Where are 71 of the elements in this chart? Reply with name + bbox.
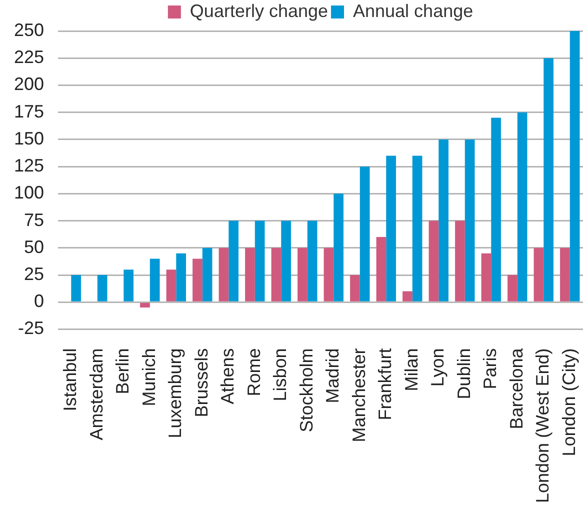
bar <box>202 248 212 302</box>
bar <box>271 248 282 302</box>
bar <box>166 270 176 302</box>
bar <box>245 248 255 302</box>
bar <box>544 58 554 302</box>
bar <box>334 194 344 302</box>
bar <box>428 220 439 302</box>
bar <box>464 139 475 302</box>
y-tick-label: 75 <box>24 210 44 230</box>
x-tick-label: Amsterdam <box>86 348 106 440</box>
bar <box>376 237 386 302</box>
bar <box>455 220 465 302</box>
y-tick-label: 125 <box>14 156 44 176</box>
bar <box>254 220 265 302</box>
bar <box>176 253 186 302</box>
x-tick-label: Stockholm <box>296 348 316 432</box>
bar <box>517 112 528 302</box>
bar <box>360 166 370 302</box>
x-tick-label: Luxemburg <box>165 348 186 438</box>
bar <box>150 258 160 302</box>
y-tick-label: 250 <box>14 20 44 40</box>
bar <box>97 275 108 302</box>
bar <box>71 275 81 302</box>
x-tick-label: Lyon <box>428 348 448 387</box>
y-tick-label: 25 <box>24 264 44 284</box>
bar <box>218 248 229 302</box>
y-tick-label: 0 <box>34 291 44 312</box>
bar <box>324 248 334 302</box>
x-tick-label: Paris <box>480 348 500 390</box>
x-tick-label: Madrid <box>322 348 343 404</box>
bar <box>298 248 308 302</box>
x-tick-label: Milan <box>401 348 422 392</box>
y-tick-label: 100 <box>14 182 44 203</box>
y-tick-label: 200 <box>14 74 44 94</box>
bar <box>140 302 150 308</box>
y-tick-label: 50 <box>24 236 44 257</box>
y-tick-label: 225 <box>14 47 44 68</box>
x-tick-label: Barcelona <box>506 347 526 430</box>
bar <box>350 275 360 302</box>
bar <box>481 253 492 302</box>
x-tick-label: Istanbul <box>60 348 80 412</box>
bar <box>307 220 318 302</box>
bar <box>386 156 396 302</box>
bar <box>192 258 202 302</box>
bar <box>534 248 544 302</box>
bar <box>124 270 134 302</box>
y-tick-label: 150 <box>14 128 44 148</box>
x-tick-label: Munich <box>138 348 159 406</box>
bar <box>281 220 291 302</box>
bar <box>491 118 501 302</box>
x-tick-label: London (City) <box>558 348 579 456</box>
x-tick-label: Berlin <box>112 348 133 394</box>
x-tick-label: Lisbon <box>270 348 290 402</box>
x-tick-label: Frankfurt <box>375 348 396 420</box>
x-tick-label: Brussels <box>191 348 212 418</box>
bar <box>228 220 238 302</box>
y-tick-label: 175 <box>14 101 44 122</box>
bar <box>412 156 422 302</box>
x-tick-label: Dublin <box>454 348 474 400</box>
legend-label: Quarterly change <box>190 0 328 21</box>
bar <box>402 291 412 302</box>
x-tick-label: Manchester <box>348 348 369 442</box>
x-tick-label: London (West End) <box>532 348 553 504</box>
y-tick-label: -25 <box>18 318 44 338</box>
bar <box>438 139 448 302</box>
bar <box>570 31 580 302</box>
bar <box>508 275 518 302</box>
x-tick-label: Athens <box>218 348 238 404</box>
legend-label: Annual change <box>353 0 474 21</box>
bar <box>560 248 570 302</box>
x-tick-label: Rome <box>244 348 264 396</box>
